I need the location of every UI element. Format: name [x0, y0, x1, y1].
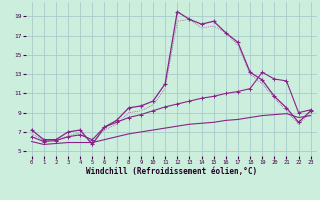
X-axis label: Windchill (Refroidissement éolien,°C): Windchill (Refroidissement éolien,°C) [86, 167, 257, 176]
